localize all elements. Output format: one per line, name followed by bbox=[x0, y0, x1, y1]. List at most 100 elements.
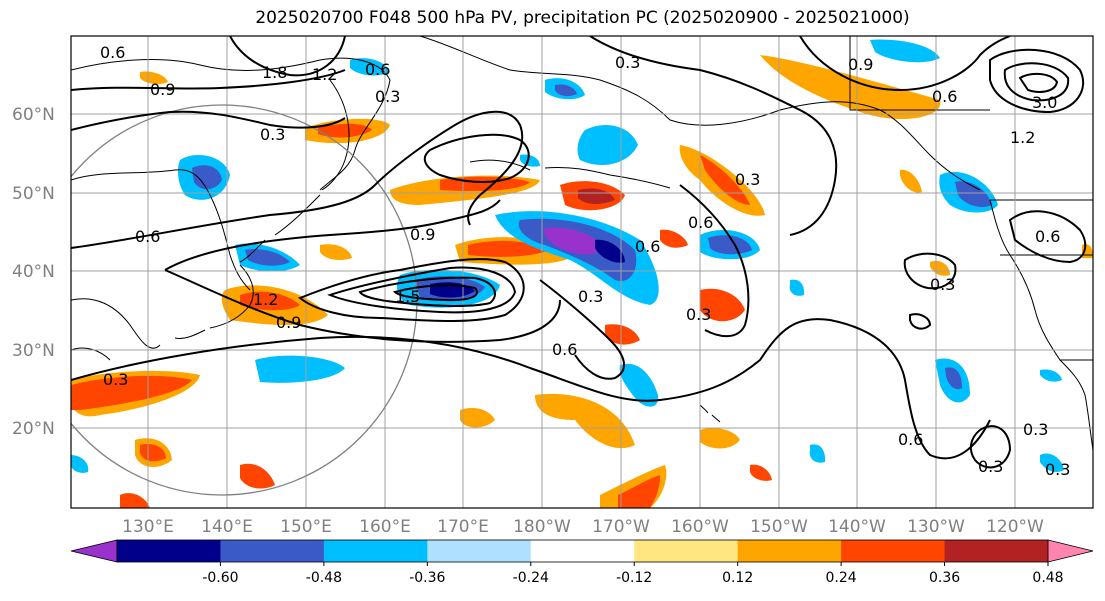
precip-positive-core bbox=[618, 475, 660, 508]
lon-label: 150°W bbox=[750, 517, 808, 537]
gridlines bbox=[71, 36, 1093, 508]
precip-negative-region bbox=[1040, 369, 1062, 382]
hawaii-islands bbox=[699, 404, 721, 423]
pv-contour-jet bbox=[71, 318, 991, 460]
colorbar-tick-label: -0.12 bbox=[616, 570, 652, 586]
contour-label: 0.6 bbox=[688, 213, 713, 232]
precip-negative-core bbox=[708, 235, 752, 255]
contour-label: 0.3 bbox=[103, 370, 128, 389]
precip-negative-max bbox=[595, 239, 625, 263]
colorbar-tick-label: 0.48 bbox=[1032, 570, 1063, 586]
map-frame bbox=[70, 35, 1094, 509]
contour-label: 0.3 bbox=[930, 275, 955, 294]
pv-contour-ne-outer bbox=[799, 36, 1011, 92]
contour-label: 0.3 bbox=[260, 125, 285, 144]
pv-contour-outer bbox=[71, 110, 524, 249]
lat-label-30n: 30°N bbox=[12, 341, 55, 361]
contour-label: 1.2 bbox=[312, 65, 337, 84]
contour-label: 0.6 bbox=[898, 430, 923, 449]
colorbar-segment bbox=[323, 540, 428, 562]
precip-negative-region bbox=[520, 154, 540, 167]
precip-positive-core bbox=[240, 291, 300, 311]
lon-label: 160°E bbox=[359, 517, 411, 537]
precip-negative-extreme bbox=[544, 227, 605, 255]
precip-negative-region bbox=[255, 355, 345, 383]
precip-positive-region bbox=[140, 71, 168, 85]
lat-label-60n: 60°N bbox=[12, 105, 55, 125]
pv-contour-east bbox=[679, 184, 750, 338]
precip-positive-region bbox=[660, 229, 688, 248]
colorbar-segment bbox=[530, 540, 635, 562]
colorbar: -0.60 -0.48 -0.36 -0.24 -0.12 0.12 0.24 0.36 0.4… bbox=[70, 539, 1094, 586]
pv-contour-east-loop bbox=[969, 425, 1012, 469]
contour-label: 0.9 bbox=[150, 80, 175, 99]
precip-negative-core bbox=[245, 249, 290, 266]
japan-coastline bbox=[174, 264, 254, 339]
lon-label: 170°E bbox=[437, 517, 489, 537]
colorbar-tick-label: -0.60 bbox=[202, 570, 238, 586]
precip-negative-region bbox=[789, 279, 805, 296]
lat-label-50n: 50°N bbox=[12, 184, 55, 204]
lon-label: 160°W bbox=[671, 517, 729, 537]
chart-title: 2025020700 F048 500 hPa PV, precipitatio… bbox=[255, 8, 910, 28]
precip-positive-core bbox=[71, 375, 192, 410]
pv-contour-west-loop bbox=[423, 133, 530, 183]
kamchatka-coastline bbox=[321, 79, 350, 191]
precip-negative-region bbox=[350, 58, 390, 76]
pv-contour-ne-low-3 bbox=[1018, 72, 1059, 93]
precip-negative-region bbox=[809, 444, 826, 463]
contour-label: 0.9 bbox=[410, 225, 435, 244]
precip-negative-core bbox=[955, 181, 992, 207]
contour-label: 0.9 bbox=[848, 55, 873, 74]
na-west-coastline bbox=[989, 199, 1093, 451]
precip-positive-region bbox=[605, 324, 640, 345]
contour-label: 0.3 bbox=[615, 53, 640, 72]
pv-contour-high-3 bbox=[358, 276, 496, 307]
contour-label: 0.3 bbox=[978, 457, 1003, 476]
colorbar-tick-label: -0.24 bbox=[513, 570, 549, 586]
contour-label: 0.3 bbox=[735, 170, 760, 189]
contour-labels: 0.6 1.8 1.2 0.6 0.9 0.3 0.3 0.9 0.6 1.2 … bbox=[100, 43, 1070, 479]
precip-positive-core bbox=[578, 188, 615, 204]
colorbar-segment bbox=[427, 540, 532, 562]
precip-positive-region bbox=[240, 463, 275, 489]
precip-negative-core bbox=[555, 84, 577, 97]
coastlines bbox=[71, 36, 1093, 451]
contour-label: 1.2 bbox=[253, 290, 278, 309]
lon-label: 170°W bbox=[592, 517, 650, 537]
lon-label: 120°W bbox=[986, 517, 1044, 537]
contour-label: 0.6 bbox=[1035, 227, 1060, 246]
precip-negative-core bbox=[192, 165, 222, 190]
lon-label: 140°W bbox=[828, 517, 886, 537]
contour-label: 0.3 bbox=[1045, 460, 1070, 479]
radius-circle bbox=[71, 104, 418, 496]
contour-label: 0.3 bbox=[1023, 420, 1048, 439]
colorbar-segment bbox=[841, 540, 946, 562]
colorbar-segment bbox=[117, 540, 221, 562]
colorbar-tick-label: 0.24 bbox=[826, 570, 857, 586]
precip-negative-region bbox=[870, 39, 940, 63]
precip-positive-region bbox=[700, 288, 745, 322]
lon-label: 180°W bbox=[513, 517, 571, 537]
precip-positive-region bbox=[700, 428, 740, 449]
latitude-labels: 60°N 50°N 40°N 30°N 20°N bbox=[12, 105, 55, 439]
map-area: 0.6 1.8 1.2 0.6 0.9 0.3 0.3 0.9 0.6 1.2 … bbox=[71, 36, 1093, 508]
pv-contour-high-4 bbox=[393, 284, 478, 302]
precip-positive-region bbox=[120, 493, 150, 508]
colorbar-segment bbox=[944, 540, 1049, 562]
contour-label: 1.8 bbox=[262, 63, 287, 82]
lon-label: 140°E bbox=[201, 517, 253, 537]
contour-label: 0.6 bbox=[135, 227, 160, 246]
pv-contour-north bbox=[229, 36, 346, 77]
precip-positive-region bbox=[535, 393, 635, 449]
asia-coastline bbox=[71, 57, 391, 361]
na-interior-borders bbox=[849, 36, 1093, 361]
colorbar-tick-label: 0.36 bbox=[929, 570, 960, 586]
pv-contour-upper bbox=[71, 69, 346, 131]
contour-label: 0.6 bbox=[100, 43, 125, 62]
colorbar-segment bbox=[220, 540, 325, 562]
contour-label: 0.9 bbox=[276, 313, 301, 332]
precip-negative-region bbox=[71, 455, 89, 473]
pv-contour-ne-low bbox=[989, 48, 1085, 114]
